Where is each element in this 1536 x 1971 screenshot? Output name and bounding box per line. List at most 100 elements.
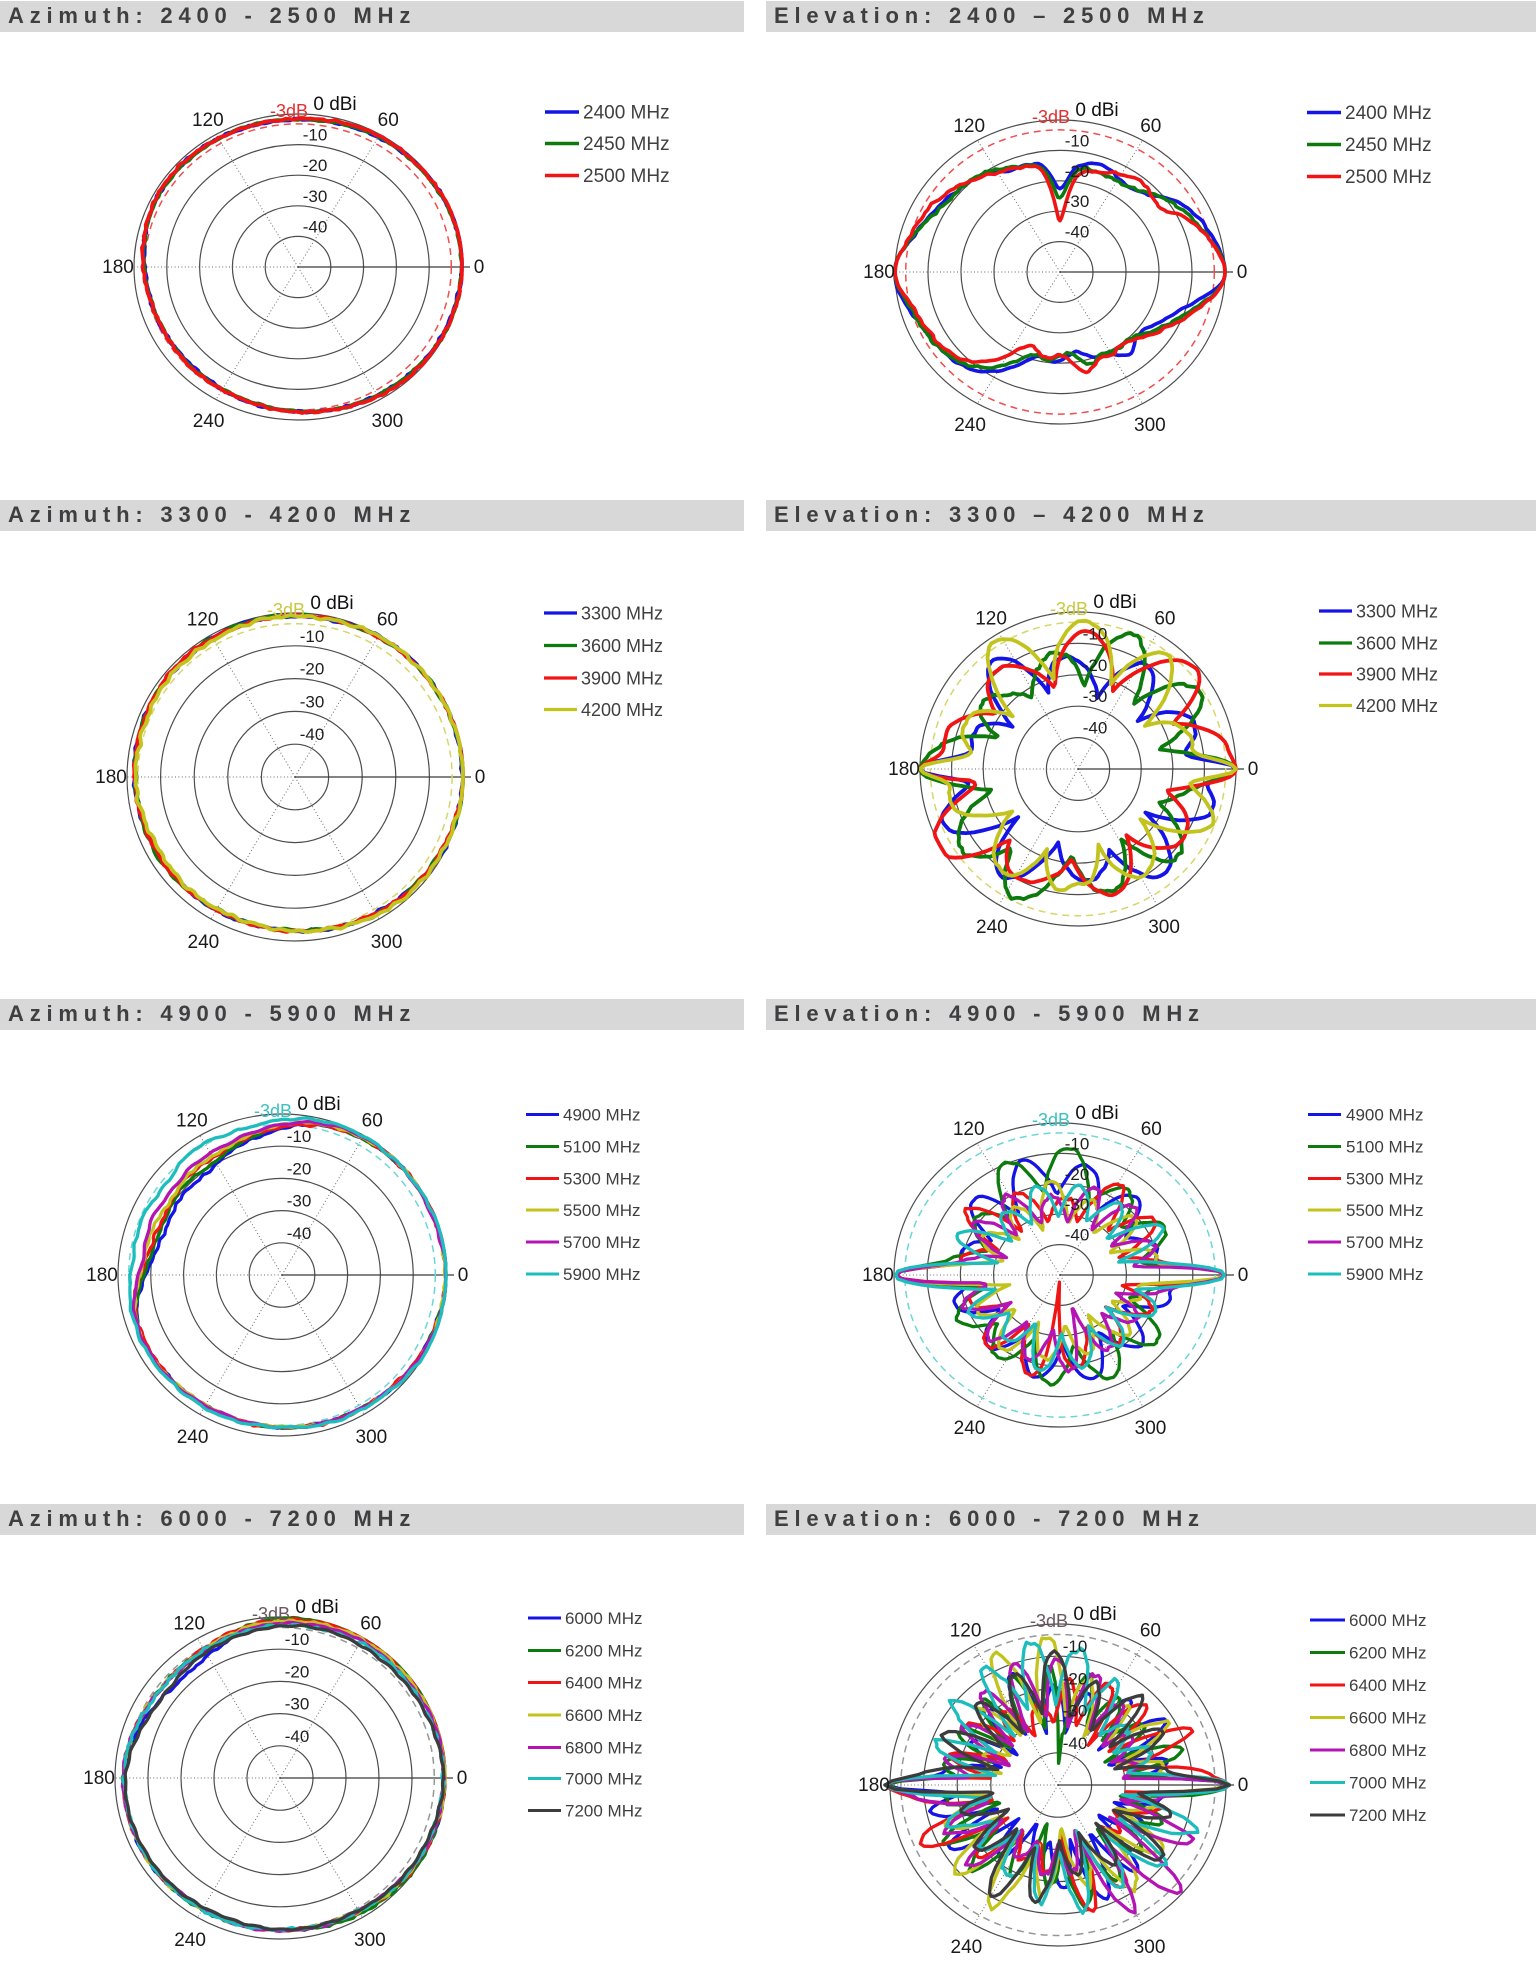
- svg-text:4200 MHz: 4200 MHz: [1356, 696, 1438, 716]
- svg-text:0: 0: [1238, 1265, 1249, 1286]
- svg-text:4900 MHz: 4900 MHz: [563, 1106, 640, 1125]
- svg-text:6000 MHz: 6000 MHz: [1349, 1611, 1426, 1630]
- svg-text:60: 60: [360, 1613, 381, 1634]
- svg-text:2400 MHz: 2400 MHz: [583, 103, 670, 124]
- svg-text:-40: -40: [287, 1224, 312, 1243]
- svg-text:180: 180: [86, 1265, 118, 1286]
- svg-text:0: 0: [457, 1768, 468, 1789]
- svg-text:0 dBi: 0 dBi: [1075, 1103, 1118, 1124]
- svg-text:6600 MHz: 6600 MHz: [565, 1706, 642, 1725]
- svg-text:240: 240: [193, 411, 225, 432]
- svg-text:-10: -10: [287, 1127, 312, 1146]
- svg-text:120: 120: [187, 610, 219, 631]
- svg-text:120: 120: [975, 608, 1007, 629]
- svg-text:2400 MHz: 2400 MHz: [1345, 103, 1432, 124]
- svg-text:6200 MHz: 6200 MHz: [1349, 1644, 1426, 1663]
- svg-text:6400 MHz: 6400 MHz: [1349, 1676, 1426, 1695]
- svg-text:240: 240: [188, 932, 220, 953]
- svg-text:5500 MHz: 5500 MHz: [563, 1201, 640, 1220]
- svg-text:-10: -10: [300, 627, 325, 646]
- svg-text:6800 MHz: 6800 MHz: [565, 1739, 642, 1758]
- svg-text:60: 60: [1154, 608, 1175, 629]
- svg-text:0: 0: [474, 257, 485, 278]
- svg-text:2500 MHz: 2500 MHz: [583, 166, 670, 187]
- svg-text:5900 MHz: 5900 MHz: [563, 1265, 640, 1284]
- svg-text:5500 MHz: 5500 MHz: [1346, 1201, 1423, 1220]
- svg-text:6600 MHz: 6600 MHz: [1349, 1709, 1426, 1728]
- svg-text:-20: -20: [287, 1159, 312, 1178]
- svg-text:3900 MHz: 3900 MHz: [1356, 664, 1438, 684]
- svg-text:300: 300: [372, 411, 404, 432]
- svg-text:-3dB: -3dB: [252, 1604, 290, 1624]
- svg-text:0 dBi: 0 dBi: [1093, 592, 1136, 613]
- svg-text:6000 MHz: 6000 MHz: [565, 1609, 642, 1628]
- svg-text:300: 300: [1148, 917, 1180, 938]
- svg-text:-20: -20: [1065, 162, 1090, 181]
- svg-text:-20: -20: [1063, 1669, 1088, 1688]
- svg-text:0 dBi: 0 dBi: [310, 593, 353, 614]
- svg-text:-30: -30: [1065, 1195, 1090, 1214]
- svg-text:-30: -30: [287, 1192, 312, 1211]
- svg-text:300: 300: [1134, 415, 1166, 436]
- svg-text:300: 300: [1134, 1937, 1166, 1958]
- svg-text:0 dBi: 0 dBi: [295, 1597, 338, 1618]
- svg-text:240: 240: [951, 1937, 983, 1958]
- svg-text:120: 120: [950, 1620, 982, 1641]
- svg-text:120: 120: [176, 1110, 208, 1131]
- svg-text:180: 180: [83, 1768, 115, 1789]
- svg-text:5700 MHz: 5700 MHz: [1346, 1233, 1423, 1252]
- svg-text:6200 MHz: 6200 MHz: [565, 1642, 642, 1661]
- svg-text:240: 240: [174, 1930, 206, 1951]
- svg-text:300: 300: [354, 1930, 386, 1951]
- svg-text:0 dBi: 0 dBi: [313, 94, 356, 115]
- svg-text:-30: -30: [1083, 687, 1108, 706]
- svg-text:7200 MHz: 7200 MHz: [1349, 1806, 1426, 1825]
- svg-text:-20: -20: [1065, 1165, 1090, 1184]
- svg-text:-3dB: -3dB: [254, 1101, 292, 1121]
- svg-text:-10: -10: [1065, 131, 1090, 150]
- svg-text:120: 120: [192, 110, 224, 131]
- svg-text:-20: -20: [300, 660, 325, 679]
- svg-text:5900 MHz: 5900 MHz: [1346, 1265, 1423, 1284]
- svg-text:0: 0: [1238, 1775, 1249, 1796]
- svg-text:60: 60: [377, 610, 398, 631]
- svg-text:180: 180: [888, 759, 920, 780]
- svg-text:-40: -40: [1065, 1226, 1090, 1245]
- svg-text:5700 MHz: 5700 MHz: [563, 1233, 640, 1252]
- svg-text:3600 MHz: 3600 MHz: [1356, 633, 1438, 653]
- svg-text:-20: -20: [285, 1662, 310, 1681]
- svg-text:0: 0: [458, 1265, 469, 1286]
- svg-text:60: 60: [1140, 1620, 1161, 1641]
- svg-text:240: 240: [954, 1418, 986, 1439]
- svg-text:4200 MHz: 4200 MHz: [581, 700, 663, 720]
- svg-text:3900 MHz: 3900 MHz: [581, 668, 663, 688]
- svg-text:300: 300: [1135, 1418, 1167, 1439]
- svg-text:4900 MHz: 4900 MHz: [1346, 1106, 1423, 1125]
- svg-text:5300 MHz: 5300 MHz: [1346, 1170, 1423, 1189]
- svg-text:0 dBi: 0 dBi: [297, 1094, 340, 1115]
- svg-text:-30: -30: [300, 692, 325, 711]
- svg-text:120: 120: [953, 1119, 985, 1140]
- svg-text:5100 MHz: 5100 MHz: [563, 1138, 640, 1157]
- svg-text:-30: -30: [303, 187, 328, 206]
- svg-text:6400 MHz: 6400 MHz: [565, 1674, 642, 1693]
- svg-text:-20: -20: [303, 156, 328, 175]
- svg-text:2450 MHz: 2450 MHz: [1345, 135, 1432, 156]
- svg-text:-10: -10: [1065, 1134, 1090, 1153]
- svg-text:7200 MHz: 7200 MHz: [565, 1802, 642, 1821]
- svg-text:180: 180: [95, 767, 127, 788]
- svg-text:180: 180: [102, 257, 134, 278]
- svg-text:7000 MHz: 7000 MHz: [565, 1770, 642, 1789]
- svg-text:300: 300: [356, 1427, 388, 1448]
- svg-text:300: 300: [371, 932, 403, 953]
- svg-text:180: 180: [862, 1265, 894, 1286]
- svg-text:5300 MHz: 5300 MHz: [563, 1170, 640, 1189]
- svg-text:60: 60: [1141, 1119, 1162, 1140]
- svg-text:-40: -40: [1063, 1734, 1088, 1753]
- svg-text:-3dB: -3dB: [1032, 107, 1070, 127]
- svg-text:-3dB: -3dB: [267, 600, 305, 620]
- svg-text:3300 MHz: 3300 MHz: [581, 603, 663, 623]
- svg-text:-40: -40: [1065, 223, 1090, 242]
- svg-text:120: 120: [953, 116, 985, 137]
- svg-text:60: 60: [378, 110, 399, 131]
